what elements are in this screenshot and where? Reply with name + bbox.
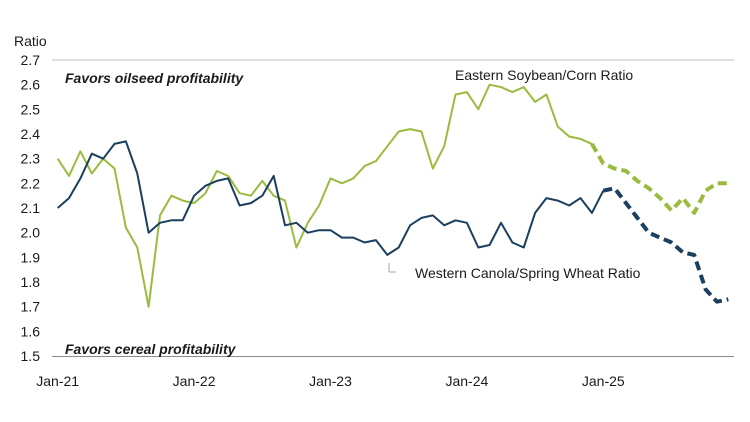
series-layer — [56, 83, 729, 308]
y-tick-label: 2.7 — [21, 52, 41, 68]
series-1-forecast-line — [602, 186, 729, 304]
soybean-corn-series-label: Eastern Soybean/Corn Ratio — [455, 67, 633, 83]
canola-wheat-series-label: Western Canola/Spring Wheat Ratio — [415, 265, 641, 281]
oilseed-favor-note: Favors oilseed profitability — [65, 70, 244, 86]
y-tick-label: 1.9 — [21, 249, 41, 265]
y-tick-label: 1.5 — [21, 348, 41, 364]
x-tick-label: Jan-23 — [309, 373, 352, 389]
x-tick-label: Jan-21 — [36, 373, 79, 389]
y-tick-label: 1.6 — [21, 323, 41, 339]
y-tick-label: 2.5 — [21, 101, 41, 117]
y-axis-title: Ratio — [14, 33, 47, 49]
y-tick-label: 2.0 — [21, 225, 41, 241]
x-tick-label: Jan-25 — [582, 373, 625, 389]
y-tick-label: 1.8 — [21, 274, 41, 290]
y-tick-label: 1.7 — [21, 299, 41, 315]
series-0-forecast-line — [590, 142, 729, 215]
y-tick-label: 2.6 — [21, 77, 41, 93]
series-1-line — [57, 140, 605, 256]
y-tick-label: 2.2 — [21, 175, 41, 191]
cereal-favor-note: Favors cereal profitability — [65, 341, 237, 357]
x-tick-label: Jan-24 — [445, 373, 488, 389]
y-tick-label: 2.3 — [21, 151, 41, 167]
y-tick-label: 2.4 — [21, 126, 41, 142]
x-axis-ticks: Jan-21 Jan-22 Jan-23 Jan-24 Jan-25 — [36, 373, 625, 389]
series-0-line — [56, 83, 593, 308]
x-tick-label: Jan-22 — [173, 373, 216, 389]
y-axis-ticks: 1.5 1.6 1.7 1.8 1.9 2.0 2.1 2.2 2.3 2.4 2.5 2.6 2.7 — [21, 52, 41, 364]
y-tick-label: 2.1 — [21, 200, 41, 216]
